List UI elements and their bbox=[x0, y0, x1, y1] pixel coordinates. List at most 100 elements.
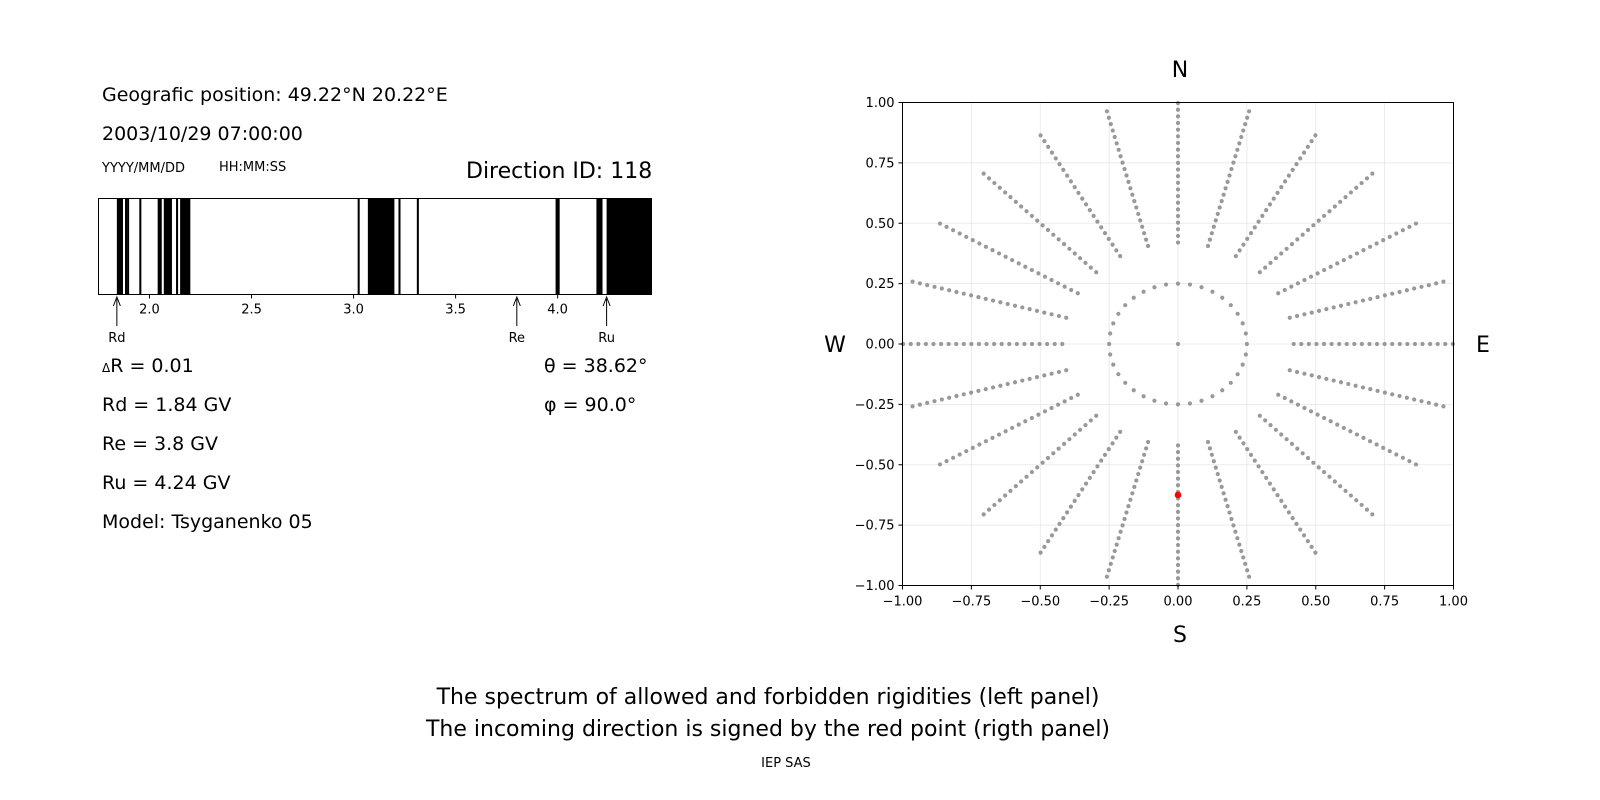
direction-grid-point bbox=[1069, 395, 1074, 401]
direction-grid-point bbox=[1233, 429, 1238, 434]
direction-grid-point bbox=[1264, 475, 1269, 480]
direction-grid-point bbox=[1302, 405, 1307, 411]
direction-grid-point bbox=[1175, 483, 1181, 488]
direction-grid-point bbox=[1295, 237, 1300, 242]
direction-grid-point bbox=[1305, 455, 1311, 461]
direction-grid-point bbox=[990, 435, 995, 440]
direction-grid-point bbox=[1175, 180, 1181, 185]
direction-grid-point bbox=[908, 341, 913, 347]
direction-grid-point bbox=[1343, 488, 1348, 493]
direction-grid-point bbox=[1136, 471, 1141, 477]
direction-grid-point bbox=[1308, 409, 1314, 414]
direction-grid-point bbox=[938, 341, 944, 347]
direction-grid-point bbox=[961, 291, 966, 296]
x-tick-label: −0.75 bbox=[951, 595, 991, 610]
direction-grid-point bbox=[1338, 303, 1344, 308]
direction-grid-point bbox=[1346, 301, 1351, 307]
direction-grid-point bbox=[1241, 555, 1246, 560]
direction-grid-point bbox=[1152, 398, 1157, 403]
direction-grid-point bbox=[1245, 115, 1250, 120]
direction-grid-point bbox=[1128, 497, 1133, 502]
direction-grid-point bbox=[1394, 231, 1399, 236]
direction-grid-point bbox=[1175, 154, 1181, 159]
direction-grid-point bbox=[1078, 256, 1083, 261]
direction-grid-point bbox=[1175, 456, 1181, 461]
direction-grid-point bbox=[970, 238, 975, 243]
direction-grid-point bbox=[1290, 167, 1295, 172]
direction-grid-point bbox=[917, 281, 922, 286]
direction-grid-point bbox=[1294, 369, 1300, 375]
delta-symbol: Δ bbox=[102, 361, 111, 375]
direction-grid-point bbox=[1068, 504, 1073, 509]
direction-grid-point bbox=[1108, 561, 1113, 566]
direction-grid-point bbox=[1088, 418, 1093, 423]
direction-grid-point bbox=[1207, 237, 1213, 242]
direction-grid-point bbox=[1057, 521, 1062, 526]
direction-grid-point bbox=[986, 176, 992, 181]
direction-grid-point bbox=[1076, 493, 1081, 498]
direction-grid-point bbox=[961, 392, 966, 397]
datetime: 2003/10/29 07:00:00 bbox=[102, 123, 303, 145]
direction-grid-point bbox=[990, 385, 996, 390]
direction-grid-point bbox=[1024, 474, 1029, 479]
direction-grid-point bbox=[1244, 341, 1249, 347]
direction-grid-point bbox=[1301, 533, 1307, 538]
direction-grid-point bbox=[1056, 237, 1061, 242]
direction-grid-point bbox=[1049, 371, 1054, 376]
direction-grid-point bbox=[1331, 305, 1336, 310]
direction-grid-point bbox=[1130, 491, 1135, 496]
direction-grid-point bbox=[1072, 251, 1077, 256]
direction-grid-point bbox=[1061, 167, 1066, 172]
direction-grid-point bbox=[1247, 574, 1252, 579]
y-tick-label: 0.00 bbox=[866, 338, 895, 353]
direction-grid-point bbox=[1268, 260, 1273, 265]
direction-grid-point bbox=[1240, 362, 1245, 367]
direction-grid-point bbox=[1305, 539, 1310, 544]
direction-grid-point bbox=[1049, 405, 1054, 411]
direction-grid-point bbox=[1314, 341, 1319, 347]
direction-grid-point bbox=[1328, 419, 1333, 424]
direction-grid-point bbox=[1013, 199, 1018, 204]
direction-grid-point bbox=[1233, 254, 1238, 259]
direction-grid-point bbox=[1257, 413, 1262, 418]
direction-grid-point bbox=[947, 288, 952, 293]
direction-grid-point bbox=[1094, 413, 1099, 418]
direction-grid-point bbox=[1309, 544, 1314, 549]
direction-grid-point bbox=[1348, 190, 1353, 195]
direction-grid-point bbox=[1276, 392, 1281, 397]
y-tick-label: 0.50 bbox=[866, 217, 895, 232]
direction-grid-point bbox=[1213, 465, 1218, 470]
direction-grid-point bbox=[1237, 542, 1242, 547]
direction-grid-point bbox=[1341, 257, 1346, 263]
direction-grid-point bbox=[1132, 199, 1137, 204]
marker-arrow-head bbox=[512, 295, 521, 307]
direction-grid-point bbox=[1309, 310, 1314, 315]
direction-grid-point bbox=[932, 284, 937, 289]
direction-grid-point bbox=[1175, 160, 1181, 165]
direction-grid-point bbox=[1091, 213, 1096, 218]
direction-grid-point bbox=[1027, 376, 1032, 381]
direction-grid-point bbox=[1300, 232, 1305, 237]
incoming-direction-point bbox=[1174, 491, 1182, 499]
direction-grid-point bbox=[944, 459, 949, 464]
direction-grid-point bbox=[1056, 281, 1061, 286]
direction-grid-point bbox=[1287, 368, 1292, 373]
direction-grid-point bbox=[1348, 429, 1353, 434]
direction-grid-point bbox=[1175, 576, 1181, 581]
direction-grid-point bbox=[1225, 179, 1230, 184]
direction-grid-point bbox=[1286, 173, 1291, 178]
direction-grid-point bbox=[1210, 289, 1215, 294]
direction-grid-point bbox=[1420, 341, 1425, 347]
direction-grid-point bbox=[954, 341, 959, 347]
direction-grid-point bbox=[1283, 504, 1288, 509]
y-tick-label: 0.75 bbox=[866, 156, 895, 171]
direction-grid-point bbox=[1118, 429, 1123, 434]
direction-grid-point bbox=[1374, 341, 1380, 347]
direction-grid-point bbox=[999, 341, 1004, 347]
direction-grid-point bbox=[1367, 341, 1372, 347]
direction-grid-point bbox=[1273, 427, 1278, 432]
direction-grid-point bbox=[1116, 147, 1121, 152]
direction-grid-point bbox=[1057, 162, 1062, 167]
direction-grid-point bbox=[1175, 556, 1181, 561]
direction-grid-point bbox=[1225, 504, 1230, 509]
